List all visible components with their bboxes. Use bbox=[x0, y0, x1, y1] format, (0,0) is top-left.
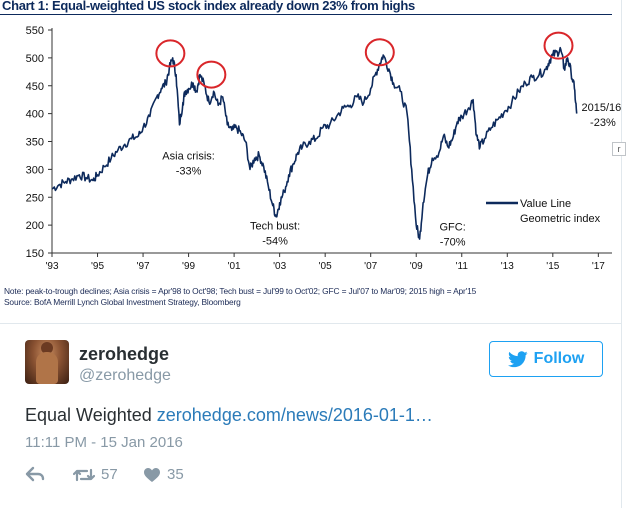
y-tick-label-450: 450 bbox=[26, 81, 44, 93]
retweet-icon bbox=[73, 468, 95, 481]
y-tick-label-200: 200 bbox=[26, 220, 44, 232]
chart-figure: Chart 1: Equal-weighted US stock index a… bbox=[0, 0, 622, 308]
reply-button[interactable] bbox=[25, 466, 45, 482]
timestamp[interactable]: 11:11 PM - 15 Jan 2016 bbox=[25, 434, 183, 451]
series-line-0 bbox=[51, 46, 578, 240]
twitter-bird-icon bbox=[507, 350, 528, 367]
annotation-2-line-0: GFC: bbox=[440, 222, 466, 234]
tweet-body: Equal Weighted bbox=[25, 405, 152, 425]
annotation-3-line-1: -23% bbox=[590, 117, 616, 129]
y-tick-label-400: 400 bbox=[26, 109, 44, 121]
y-tick-label-250: 250 bbox=[26, 192, 44, 204]
x-tick-label-2001: '01 bbox=[228, 261, 241, 272]
annotation-1-line-1: -54% bbox=[262, 236, 288, 248]
x-tick-label-1993: '93 bbox=[45, 261, 58, 272]
x-tick-label-1999: '99 bbox=[182, 261, 195, 272]
retweet-count: 57 bbox=[101, 466, 118, 483]
y-tick-label-300: 300 bbox=[26, 164, 44, 176]
y-tick-label-500: 500 bbox=[26, 53, 44, 65]
chart-tweet-divider bbox=[0, 323, 622, 324]
like-button[interactable]: 35 bbox=[143, 466, 184, 483]
title-rule bbox=[0, 14, 612, 15]
annotation-3-line-0: 2015/16: bbox=[581, 102, 622, 114]
peak-circle-3 bbox=[543, 31, 574, 60]
follow-label: Follow bbox=[533, 350, 585, 367]
note-line-source: Source: BofA Merrill Lynch Global Invest… bbox=[4, 297, 241, 307]
follow-button[interactable]: Follow bbox=[489, 341, 603, 377]
x-tick-label-1995: '95 bbox=[91, 261, 104, 272]
annotation-2-line-1: -70% bbox=[440, 237, 466, 249]
y-tick-label-550: 550 bbox=[26, 25, 44, 37]
annotation-1-line-0: Tech bust: bbox=[250, 221, 300, 233]
peak-circle-2 bbox=[364, 38, 395, 67]
x-tick-label-2013: '13 bbox=[501, 261, 514, 272]
annotation-0-line-1: -33% bbox=[176, 165, 202, 177]
tweet-link[interactable]: zerohedge.com/news/2016-01-1… bbox=[156, 405, 433, 425]
edge-box[interactable]: r bbox=[612, 142, 626, 156]
peak-circle-0 bbox=[155, 39, 186, 68]
x-tick-label-2017: '17 bbox=[592, 261, 605, 272]
peak-circle-1 bbox=[196, 60, 227, 89]
x-tick-label-2015: '15 bbox=[546, 261, 559, 272]
note-line-peak-to-trough: Note: peak-to-trough declines; Asia cris… bbox=[4, 286, 477, 296]
y-tick-label-350: 350 bbox=[26, 137, 44, 149]
like-count: 35 bbox=[167, 466, 184, 483]
reply-icon bbox=[25, 466, 45, 482]
x-tick-label-2009: '09 bbox=[410, 261, 423, 272]
chart-title: Chart 1: Equal-weighted US stock index a… bbox=[2, 0, 415, 13]
screen-name[interactable]: @zerohedge bbox=[79, 367, 171, 384]
source-notes: Note: peak-to-trough declines; Asia cris… bbox=[4, 286, 616, 308]
avatar-head bbox=[41, 342, 53, 354]
legend-label-line-0: Value Line bbox=[520, 198, 571, 210]
tweet-card: Chart 1: Equal-weighted US stock index a… bbox=[0, 0, 622, 508]
x-tick-label-2011: '11 bbox=[456, 261, 469, 272]
x-tick-label-2005: '05 bbox=[319, 261, 332, 272]
x-tick-label-2007: '07 bbox=[364, 261, 377, 272]
avatar-torso bbox=[36, 352, 58, 384]
x-tick-label-2003: '03 bbox=[273, 261, 286, 272]
tweet-text: Equal Weighted zerohedge.com/news/2016-01… bbox=[25, 405, 433, 426]
legend-label-line-1: Geometric index bbox=[520, 213, 601, 225]
heart-icon bbox=[144, 467, 160, 482]
avatar[interactable] bbox=[25, 340, 69, 384]
display-name[interactable]: zerohedge bbox=[79, 344, 170, 364]
chart-svg: 150 200 250 300 350 400 450 500 550 '93 '95 '97 '99 '… bbox=[26, 25, 622, 272]
retweet-button[interactable]: 57 bbox=[73, 466, 118, 483]
annotation-0-line-0: Asia crisis: bbox=[162, 150, 215, 162]
y-tick-label-150: 150 bbox=[26, 248, 44, 260]
x-tick-label-1997: '97 bbox=[137, 261, 150, 272]
